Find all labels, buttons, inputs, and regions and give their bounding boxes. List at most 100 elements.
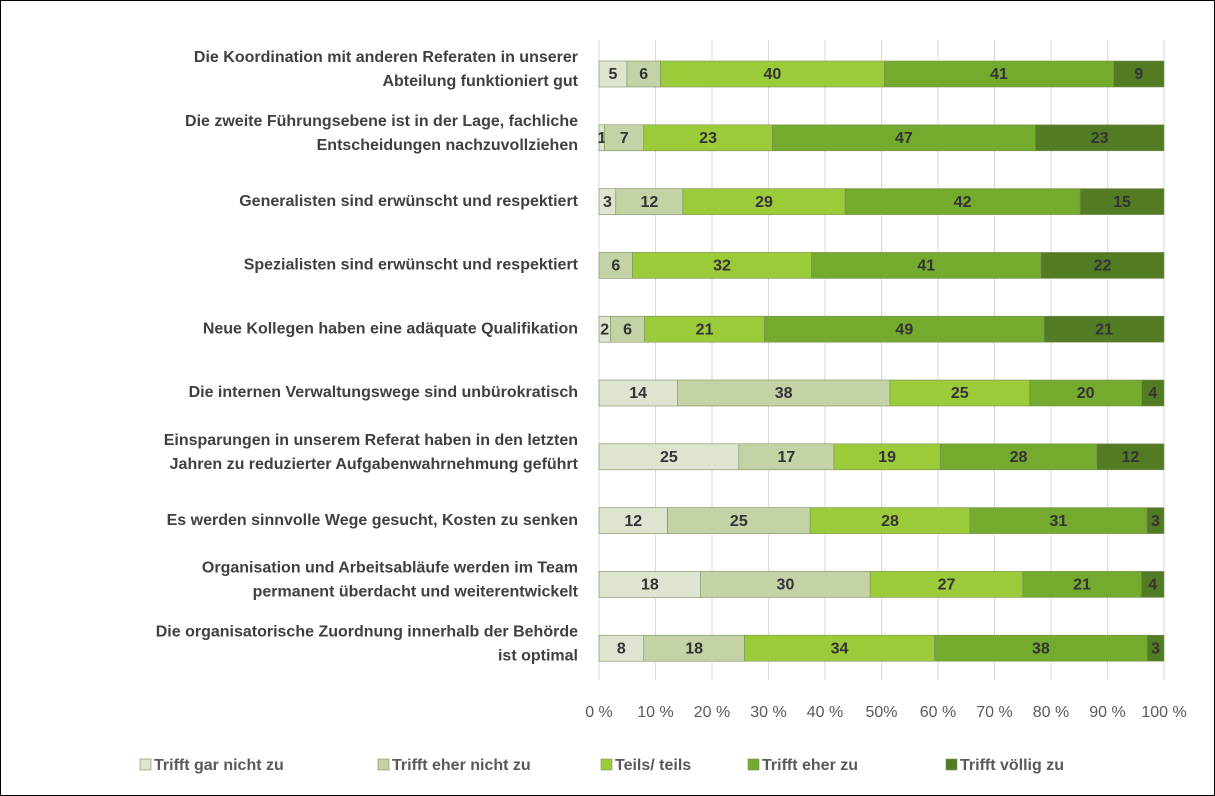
legend-label: Trifft völlig zu xyxy=(960,757,1064,774)
category-label: Die zweite Führungsebene ist in der Lage… xyxy=(185,113,578,130)
legend-swatch xyxy=(139,758,152,771)
category-label: Die organisatorische Zuordnung innerhalb… xyxy=(156,623,578,640)
bar-segment xyxy=(772,124,1036,152)
bar-segment xyxy=(1043,315,1165,343)
bar-segment xyxy=(598,379,678,407)
data-label: 28 xyxy=(1010,449,1028,466)
data-label: 7 xyxy=(620,130,629,147)
data-label: 9 xyxy=(1134,66,1143,83)
bar-segment xyxy=(939,443,1098,471)
data-label: 12 xyxy=(1122,449,1140,466)
x-tick-label: 70 % xyxy=(976,704,1012,721)
data-label: 29 xyxy=(755,194,773,211)
bar-segment xyxy=(598,252,633,279)
category-label: Generalisten sind erwünscht und respekti… xyxy=(239,193,578,210)
data-label: 25 xyxy=(951,385,969,402)
category-label: Die internen Verwaltungswege sind unbüro… xyxy=(189,384,578,401)
legend-swatch xyxy=(945,758,958,771)
bar-segment xyxy=(1040,252,1165,279)
data-label: 1 xyxy=(597,130,606,147)
x-tick-label: 0 % xyxy=(585,704,613,721)
bar-segment xyxy=(682,188,846,215)
data-label: 18 xyxy=(685,640,703,657)
x-tick-label: 80 % xyxy=(1033,704,1069,721)
bar-segment xyxy=(764,315,1045,343)
bar-segment xyxy=(1035,124,1165,152)
data-label: 4 xyxy=(1148,385,1157,402)
bar-segment xyxy=(1022,571,1142,598)
bar-segment xyxy=(598,60,628,88)
bar-segment xyxy=(738,443,835,471)
category-label: Die Koordination mit anderen Referaten i… xyxy=(194,49,578,66)
data-label: 49 xyxy=(895,321,913,338)
bar-segment xyxy=(632,252,812,279)
data-label: 22 xyxy=(1094,258,1112,275)
data-label: 42 xyxy=(954,194,972,211)
bar-segment xyxy=(598,634,645,662)
bar-segment xyxy=(1079,188,1165,215)
category-label: ist optimal xyxy=(498,647,578,664)
data-label: 30 xyxy=(777,577,795,594)
bar-segment xyxy=(598,443,740,471)
bar-segment xyxy=(889,379,1031,407)
data-label: 3 xyxy=(603,194,612,211)
x-tick-label: 10 % xyxy=(637,704,673,721)
bar-segment xyxy=(1141,571,1165,598)
bar-segment xyxy=(1146,507,1165,534)
data-label: 2 xyxy=(600,321,609,338)
data-label: 25 xyxy=(660,449,678,466)
bar-segment xyxy=(883,60,1114,88)
legend-swatch xyxy=(600,758,613,771)
category-label: Es werden sinnvolle Wege gesucht, Kosten… xyxy=(167,512,578,529)
category-label: permanent überdacht und weiterentwickelt xyxy=(253,584,579,601)
data-label: 6 xyxy=(623,321,632,338)
data-label: 21 xyxy=(1095,321,1113,338)
data-label: 14 xyxy=(629,385,647,402)
data-label: 25 xyxy=(730,513,748,530)
bar-segment xyxy=(677,379,891,407)
bar-segment xyxy=(598,571,701,598)
data-label: 31 xyxy=(1050,513,1068,530)
bar-segment xyxy=(1141,379,1165,407)
category-label: Neue Kollegen haben eine adäquate Qualif… xyxy=(203,320,578,337)
data-label: 8 xyxy=(617,640,626,657)
legend-label: Trifft eher zu xyxy=(762,757,858,774)
bar-segment xyxy=(700,571,871,598)
legend-label: Trifft gar nicht zu xyxy=(154,757,284,774)
data-label: 47 xyxy=(895,130,913,147)
data-label: 5 xyxy=(609,66,618,83)
x-tick-label: 30 % xyxy=(750,704,786,721)
category-label: Organisation und Arbeitsabläufe werden i… xyxy=(202,560,578,577)
bar-segment xyxy=(844,188,1081,215)
x-tick-label: 60 % xyxy=(920,704,956,721)
data-label: 18 xyxy=(641,577,659,594)
legend-label: Trifft eher nicht zu xyxy=(392,757,531,774)
category-label: Entscheidungen nachzuvollziehen xyxy=(317,137,578,154)
legend-label: Teils/ teils xyxy=(615,757,691,774)
data-label: 12 xyxy=(624,513,642,530)
bar-segment xyxy=(615,188,684,215)
data-label: 23 xyxy=(699,130,717,147)
bar-segment xyxy=(1113,60,1165,88)
bar-segment xyxy=(604,124,645,152)
category-label: Jahren zu reduzierter Aufgabenwahrnehmun… xyxy=(170,456,579,473)
x-tick-label: 90 % xyxy=(1089,704,1125,721)
bar-segment xyxy=(809,507,971,534)
data-label: 40 xyxy=(764,66,782,83)
data-label: 17 xyxy=(778,449,796,466)
legend-swatch xyxy=(747,758,760,771)
data-label: 21 xyxy=(696,321,714,338)
bar-segment xyxy=(1096,443,1165,471)
data-label: 34 xyxy=(831,640,849,657)
x-tick-label: 40 % xyxy=(807,704,843,721)
bar-segment xyxy=(744,634,935,662)
bar-segment xyxy=(644,315,765,343)
bar-segment xyxy=(969,507,1148,534)
bar-segment xyxy=(610,315,645,343)
x-tick-label: 100 % xyxy=(1141,704,1186,721)
data-label: 12 xyxy=(640,194,658,211)
bar-segment xyxy=(833,443,941,471)
category-label: Spezialisten sind erwünscht und respekti… xyxy=(244,257,579,274)
data-label: 41 xyxy=(990,66,1008,83)
